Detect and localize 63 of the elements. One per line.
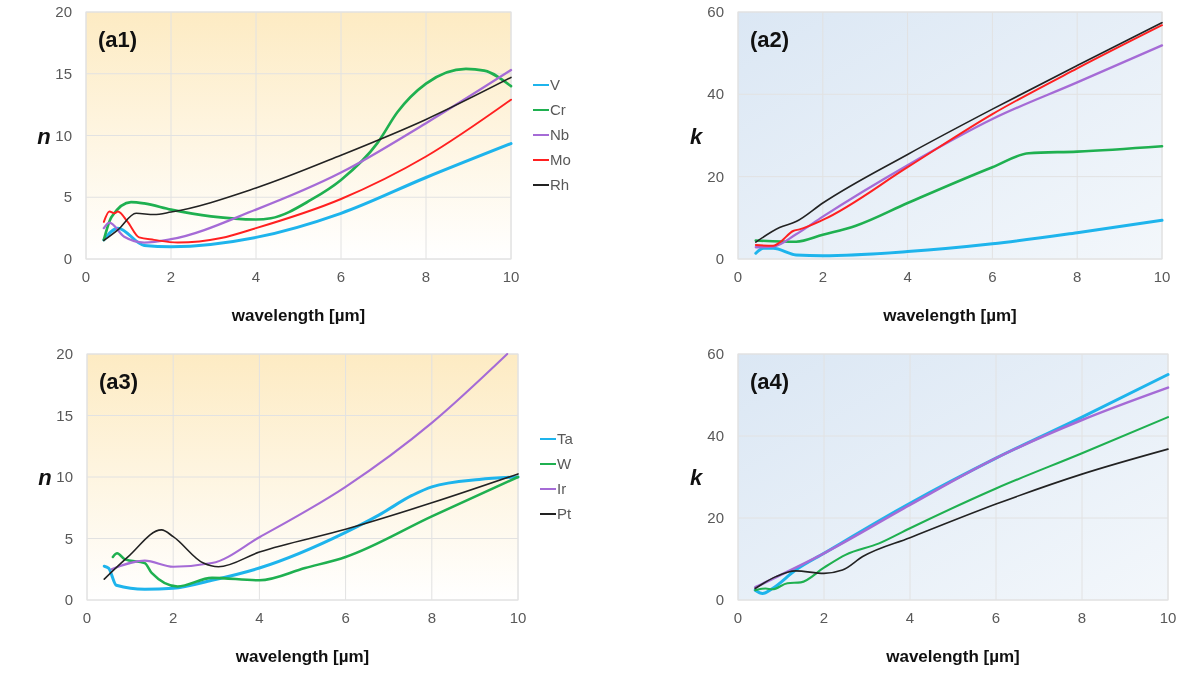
y-tick-label: 5	[63, 188, 72, 206]
legend-label: Nb	[550, 126, 570, 143]
y-tick-label: 40	[707, 85, 724, 103]
x-tick-label: 6	[991, 609, 1001, 626]
y-axis-title: k	[689, 123, 704, 149]
text: (a2)	[750, 27, 790, 52]
x-tick-label: 10	[1159, 609, 1177, 626]
legend-label: Ir	[557, 480, 567, 497]
x-tick-label: 0	[81, 268, 91, 285]
y-axis-title: n	[37, 123, 51, 149]
x-tick-label: 6	[336, 268, 346, 285]
y-tick-label: 0	[63, 250, 72, 267]
y-axis-title: n	[38, 465, 52, 490]
legend-label: Mo	[550, 151, 571, 168]
x-tick-label: 6	[341, 609, 350, 626]
legend-label: Rh	[550, 176, 570, 193]
legend-label: Pt	[557, 505, 572, 522]
x-tick-label: 10	[509, 609, 527, 626]
y-tick-label: 20	[55, 3, 72, 20]
y-tick-label: 10	[55, 126, 72, 144]
text: (a3)	[99, 369, 139, 394]
x-tick-label: 2	[166, 268, 176, 285]
y-tick-label: 0	[64, 591, 73, 608]
x-tick-label: 0	[733, 609, 743, 626]
x-tick-label: 0	[82, 609, 92, 626]
y-tick-label: 10	[56, 468, 73, 485]
x-axis-title: wavelength [µm]	[885, 647, 1020, 666]
x-axis-title: wavelength [µm]	[230, 306, 366, 325]
y-tick-label: 15	[56, 406, 73, 424]
x-tick-label: 2	[169, 609, 178, 626]
legend-label: Cr	[550, 101, 566, 118]
x-tick-label: 4	[251, 268, 261, 285]
x-tick-label: 2	[818, 268, 827, 285]
y-tick-label: 0	[715, 250, 724, 267]
x-tick-label: 4	[255, 609, 264, 626]
x-tick-label: 4	[905, 609, 915, 626]
legend-label: Ta	[557, 430, 574, 447]
x-tick-label: 2	[819, 609, 829, 626]
y-tick-label: 0	[715, 591, 724, 608]
y-tick-label: 40	[707, 427, 724, 444]
y-tick-label: 20	[707, 167, 724, 185]
x-tick-label: 8	[427, 609, 436, 626]
x-axis-title: wavelength [µm]	[882, 306, 1017, 325]
x-tick-label: 10	[1153, 268, 1171, 285]
y-tick-label: 5	[64, 529, 73, 547]
x-tick-label: 8	[1077, 609, 1087, 626]
y-tick-label: 60	[707, 345, 724, 362]
x-tick-label: 4	[903, 268, 912, 285]
legend-label: V	[550, 76, 561, 93]
x-axis-title: wavelength [µm]	[234, 647, 370, 666]
y-tick-label: 60	[707, 3, 724, 20]
text: (a1)	[98, 27, 138, 52]
x-tick-label: 0	[733, 268, 743, 285]
x-tick-label: 6	[988, 268, 997, 285]
y-axis-title: k	[689, 465, 704, 490]
legend-label: W	[557, 455, 572, 472]
y-tick-label: 20	[707, 509, 724, 526]
text: (a4)	[750, 369, 790, 394]
x-tick-label: 8	[1073, 268, 1082, 285]
y-tick-label: 20	[56, 345, 73, 362]
y-tick-label: 15	[55, 64, 72, 82]
x-tick-label: 10	[502, 268, 520, 285]
x-tick-label: 8	[421, 268, 431, 285]
